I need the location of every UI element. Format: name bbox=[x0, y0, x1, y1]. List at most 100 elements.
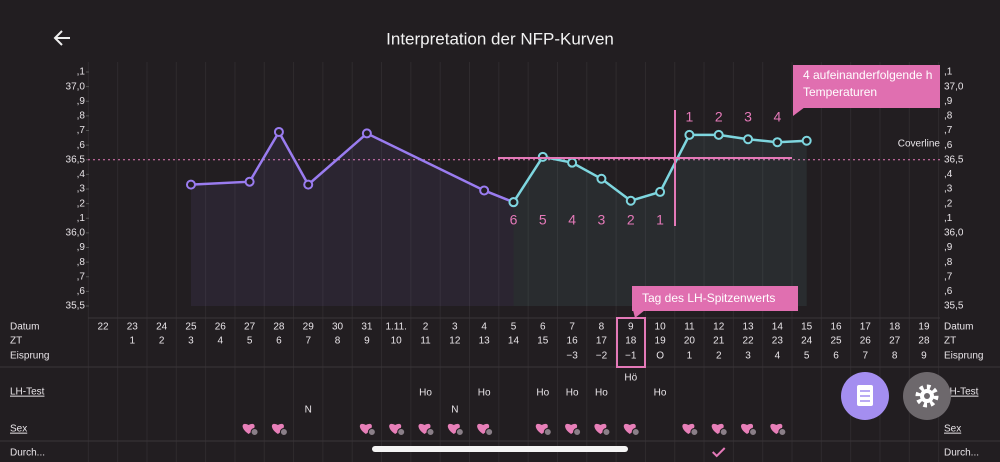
sex-icon bbox=[418, 423, 435, 436]
cycle-day: 9 bbox=[364, 336, 370, 347]
y-tick-label: ,8 bbox=[944, 257, 953, 268]
y-tick-label: ,9 bbox=[77, 96, 86, 107]
count-label: 2 bbox=[715, 109, 723, 125]
cycle-day: 8 bbox=[335, 336, 341, 347]
y-tick-label: ,8 bbox=[77, 111, 86, 122]
cycle-day: 21 bbox=[713, 336, 725, 347]
date-label: 25 bbox=[185, 322, 197, 333]
badge bbox=[397, 428, 406, 436]
y-tick-label: ,1 bbox=[77, 67, 86, 78]
sex-icon bbox=[359, 423, 376, 436]
y-tick-label: ,7 bbox=[77, 125, 86, 136]
callout-text: Tag des LH-Spitzenwerts bbox=[642, 291, 775, 305]
date-label: 18 bbox=[889, 322, 901, 333]
highlight-day bbox=[616, 317, 646, 368]
y-tick-label: 37,0 bbox=[944, 81, 964, 92]
y-tick-label: ,7 bbox=[77, 271, 86, 282]
count-label: 1 bbox=[656, 212, 664, 228]
sex-icon bbox=[594, 423, 611, 436]
date-label: 12 bbox=[713, 322, 725, 333]
sex-icon bbox=[741, 423, 758, 436]
row-label: Sex bbox=[10, 424, 27, 435]
ovulation-day: 3 bbox=[745, 351, 751, 362]
count-label: 2 bbox=[627, 212, 635, 228]
date-label: 22 bbox=[97, 322, 109, 333]
back-button[interactable] bbox=[53, 30, 70, 46]
sex-icon bbox=[682, 423, 699, 436]
grid: 35,5 35,5 ,6 ,6 ,7 ,7 ,8 ,8 ,9 ,9 36,0 36,0 ,1 ,1 ,2 ,2… bbox=[66, 62, 964, 462]
date-label: 14 bbox=[772, 322, 784, 333]
badge bbox=[690, 428, 699, 436]
date-label: 23 bbox=[127, 322, 139, 333]
cycle-day: 13 bbox=[479, 336, 491, 347]
date-label: 5 bbox=[511, 322, 517, 333]
ovulation-day: 5 bbox=[804, 351, 810, 362]
cycle-day: 20 bbox=[684, 336, 696, 347]
cycle-day: 17 bbox=[596, 336, 608, 347]
notes-button[interactable] bbox=[841, 372, 889, 420]
y-tick-label: ,4 bbox=[77, 169, 86, 180]
count-label: 4 bbox=[773, 109, 781, 125]
count-label: 3 bbox=[744, 109, 752, 125]
icon bbox=[860, 390, 870, 402]
row-label: Sex bbox=[944, 424, 961, 435]
date-label: 11 bbox=[684, 322, 695, 333]
sex-icon bbox=[623, 423, 640, 436]
ovulation-day: 1 bbox=[687, 351, 693, 362]
data-point bbox=[185, 179, 196, 190]
y-tick-label: ,7 bbox=[944, 125, 953, 136]
ovulation-day: −1 bbox=[625, 351, 637, 362]
callout-tail bbox=[633, 310, 645, 318]
y-tick-label: ,2 bbox=[77, 198, 86, 209]
date-label: 15 bbox=[801, 322, 813, 333]
sex-icon bbox=[770, 423, 787, 436]
row-label: ZT bbox=[10, 336, 22, 347]
cycle-day: 15 bbox=[537, 336, 549, 347]
callout: Tag des LH-Spitzenwerts bbox=[632, 286, 798, 318]
series-area bbox=[513, 134, 807, 306]
y-tick-label: ,6 bbox=[77, 140, 86, 151]
ovulation-day: 2 bbox=[716, 351, 722, 362]
y-tick-label: ,1 bbox=[944, 67, 953, 78]
count-label: 4 bbox=[568, 212, 576, 228]
cycle-day: 27 bbox=[889, 336, 901, 347]
cycle-day: 11 bbox=[420, 336, 431, 347]
row-label: Durch... bbox=[944, 448, 979, 459]
date-label: 7 bbox=[569, 322, 575, 333]
settings-button[interactable] bbox=[903, 372, 951, 420]
y-tick-label: 35,5 bbox=[66, 301, 86, 312]
row-label: Eisprung bbox=[944, 351, 983, 362]
row-label: Datum bbox=[944, 322, 973, 333]
cycle-day: 4 bbox=[217, 336, 223, 347]
date-label: 6 bbox=[540, 322, 546, 333]
data-point bbox=[479, 185, 490, 196]
data-point bbox=[537, 151, 548, 162]
row-label: Datum bbox=[10, 322, 39, 333]
home-indicator bbox=[372, 446, 628, 452]
lh-result: Ho bbox=[566, 388, 579, 399]
ovulation-day: O bbox=[656, 351, 664, 362]
y-tick-label: ,1 bbox=[944, 213, 953, 224]
lh-result: Ho bbox=[595, 388, 608, 399]
date-label: 19 bbox=[918, 322, 930, 333]
cycle-day: 1 bbox=[130, 336, 136, 347]
data-point bbox=[567, 157, 578, 168]
badge bbox=[573, 428, 582, 436]
date-label: 27 bbox=[244, 322, 256, 333]
sex-icon bbox=[271, 423, 288, 436]
ovulation-day: 7 bbox=[863, 351, 869, 362]
badge bbox=[367, 428, 376, 436]
y-tick-label: ,9 bbox=[944, 242, 953, 253]
icon bbox=[924, 393, 930, 399]
date-label: 10 bbox=[655, 322, 667, 333]
lh-result: Ho bbox=[478, 388, 491, 399]
data-point bbox=[361, 128, 372, 139]
date-label: 17 bbox=[860, 322, 872, 333]
badge bbox=[250, 428, 259, 436]
y-tick-label: 36,0 bbox=[944, 228, 964, 239]
cycle-day: 16 bbox=[567, 336, 579, 347]
sex-icon bbox=[535, 423, 552, 436]
y-tick-label: 36,5 bbox=[944, 154, 964, 165]
date-label: 1.11. bbox=[385, 322, 407, 333]
data-point bbox=[273, 126, 284, 137]
